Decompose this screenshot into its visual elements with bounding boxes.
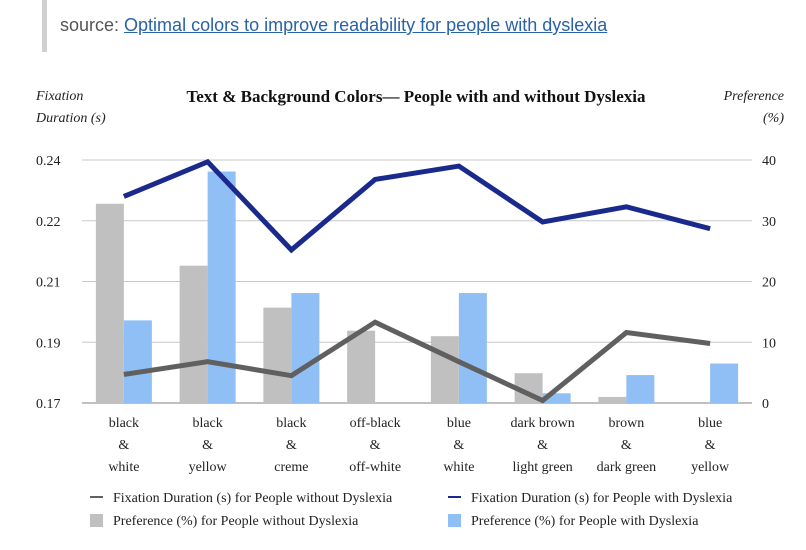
bar-pref-with (123, 320, 152, 403)
category-label: creme (274, 460, 308, 475)
category-label: white (443, 460, 474, 475)
category-label: & (453, 438, 464, 453)
line-fix-without (123, 319, 711, 404)
bar-pref-without (347, 330, 376, 403)
category-label: yellow (691, 460, 730, 475)
category-labels: black & white black & yellow black & creme off-bl… (108, 416, 730, 475)
bar-pref-with (291, 293, 320, 403)
legend-label-fix-with: Fixation Duration (s) for People with Dy… (471, 491, 733, 506)
bar-pref-without (263, 307, 292, 403)
bar-pref-with (458, 293, 487, 403)
left-axis-label-line1: Fixation (35, 89, 83, 104)
legend-label-pref-with: Preference (%) for People with Dyslexia (471, 514, 699, 529)
source-quote-bar (42, 0, 47, 52)
category-label: blue (447, 416, 471, 431)
category-label: & (705, 438, 716, 453)
line-fix-with (122, 158, 711, 254)
bar-pref-with (710, 363, 739, 403)
left-tick-label: 0.24 (36, 154, 61, 169)
left-axis-label-line2: Duration (s) (35, 111, 106, 126)
source-link[interactable]: Optimal colors to improve readability fo… (124, 15, 608, 35)
left-tick-label: 0.21 (36, 276, 61, 291)
legend-label-fix-without: Fixation Duration (s) for People without… (113, 491, 393, 506)
category-label: light green (512, 460, 572, 475)
category-label: dark brown (511, 416, 575, 431)
category-label: & (202, 438, 213, 453)
left-tick-label: 0.17 (36, 397, 61, 412)
bar-pref-without (179, 265, 208, 403)
category-label: blue (698, 416, 722, 431)
right-tick-label: 40 (762, 154, 776, 169)
bar-pref-without (598, 396, 627, 403)
bar-pref-with (542, 393, 571, 403)
category-label: & (621, 438, 632, 453)
bar-pref-with (626, 375, 655, 403)
category-label: off-white (349, 460, 401, 475)
source-prefix: source: (60, 15, 120, 35)
category-label: brown (608, 416, 644, 431)
source-line: source: Optimal colors to improve readab… (60, 15, 607, 36)
legend-label-pref-without: Preference (%) for People without Dyslex… (113, 514, 359, 529)
category-label: black (192, 416, 222, 431)
bar-pref-with (207, 171, 236, 403)
left-tick-labels: 0.17 0.19 0.21 0.22 0.24 (36, 154, 61, 412)
category-label: white (108, 460, 139, 475)
legend-swatch-pref-with (448, 514, 461, 527)
bars (95, 171, 739, 403)
category-label: off-black (350, 416, 401, 431)
category-label: yellow (189, 460, 228, 475)
legend: Fixation Duration (s) for People without… (90, 491, 733, 529)
right-tick-labels: 0 10 20 30 40 (762, 154, 776, 412)
chart-title: Text & Background Colors— People with an… (186, 87, 646, 106)
right-axis-label-line2: (%) (763, 111, 784, 126)
left-tick-label: 0.19 (36, 336, 61, 351)
right-axis-label-line1: Preference (723, 89, 784, 104)
right-tick-label: 10 (762, 336, 776, 351)
category-label: black (276, 416, 306, 431)
right-tick-label: 30 (762, 215, 776, 230)
category-label: & (537, 438, 548, 453)
left-tick-label: 0.22 (36, 215, 61, 230)
lines (122, 158, 711, 404)
category-label: & (370, 438, 381, 453)
bar-pref-without (430, 336, 459, 403)
category-label: black (109, 416, 139, 431)
category-label: & (118, 438, 129, 453)
legend-swatch-pref-without (90, 514, 103, 527)
right-tick-label: 20 (762, 276, 776, 291)
category-label: dark green (597, 460, 656, 475)
bar-pref-without (95, 203, 124, 403)
right-tick-label: 0 (762, 397, 769, 412)
category-label: & (286, 438, 297, 453)
